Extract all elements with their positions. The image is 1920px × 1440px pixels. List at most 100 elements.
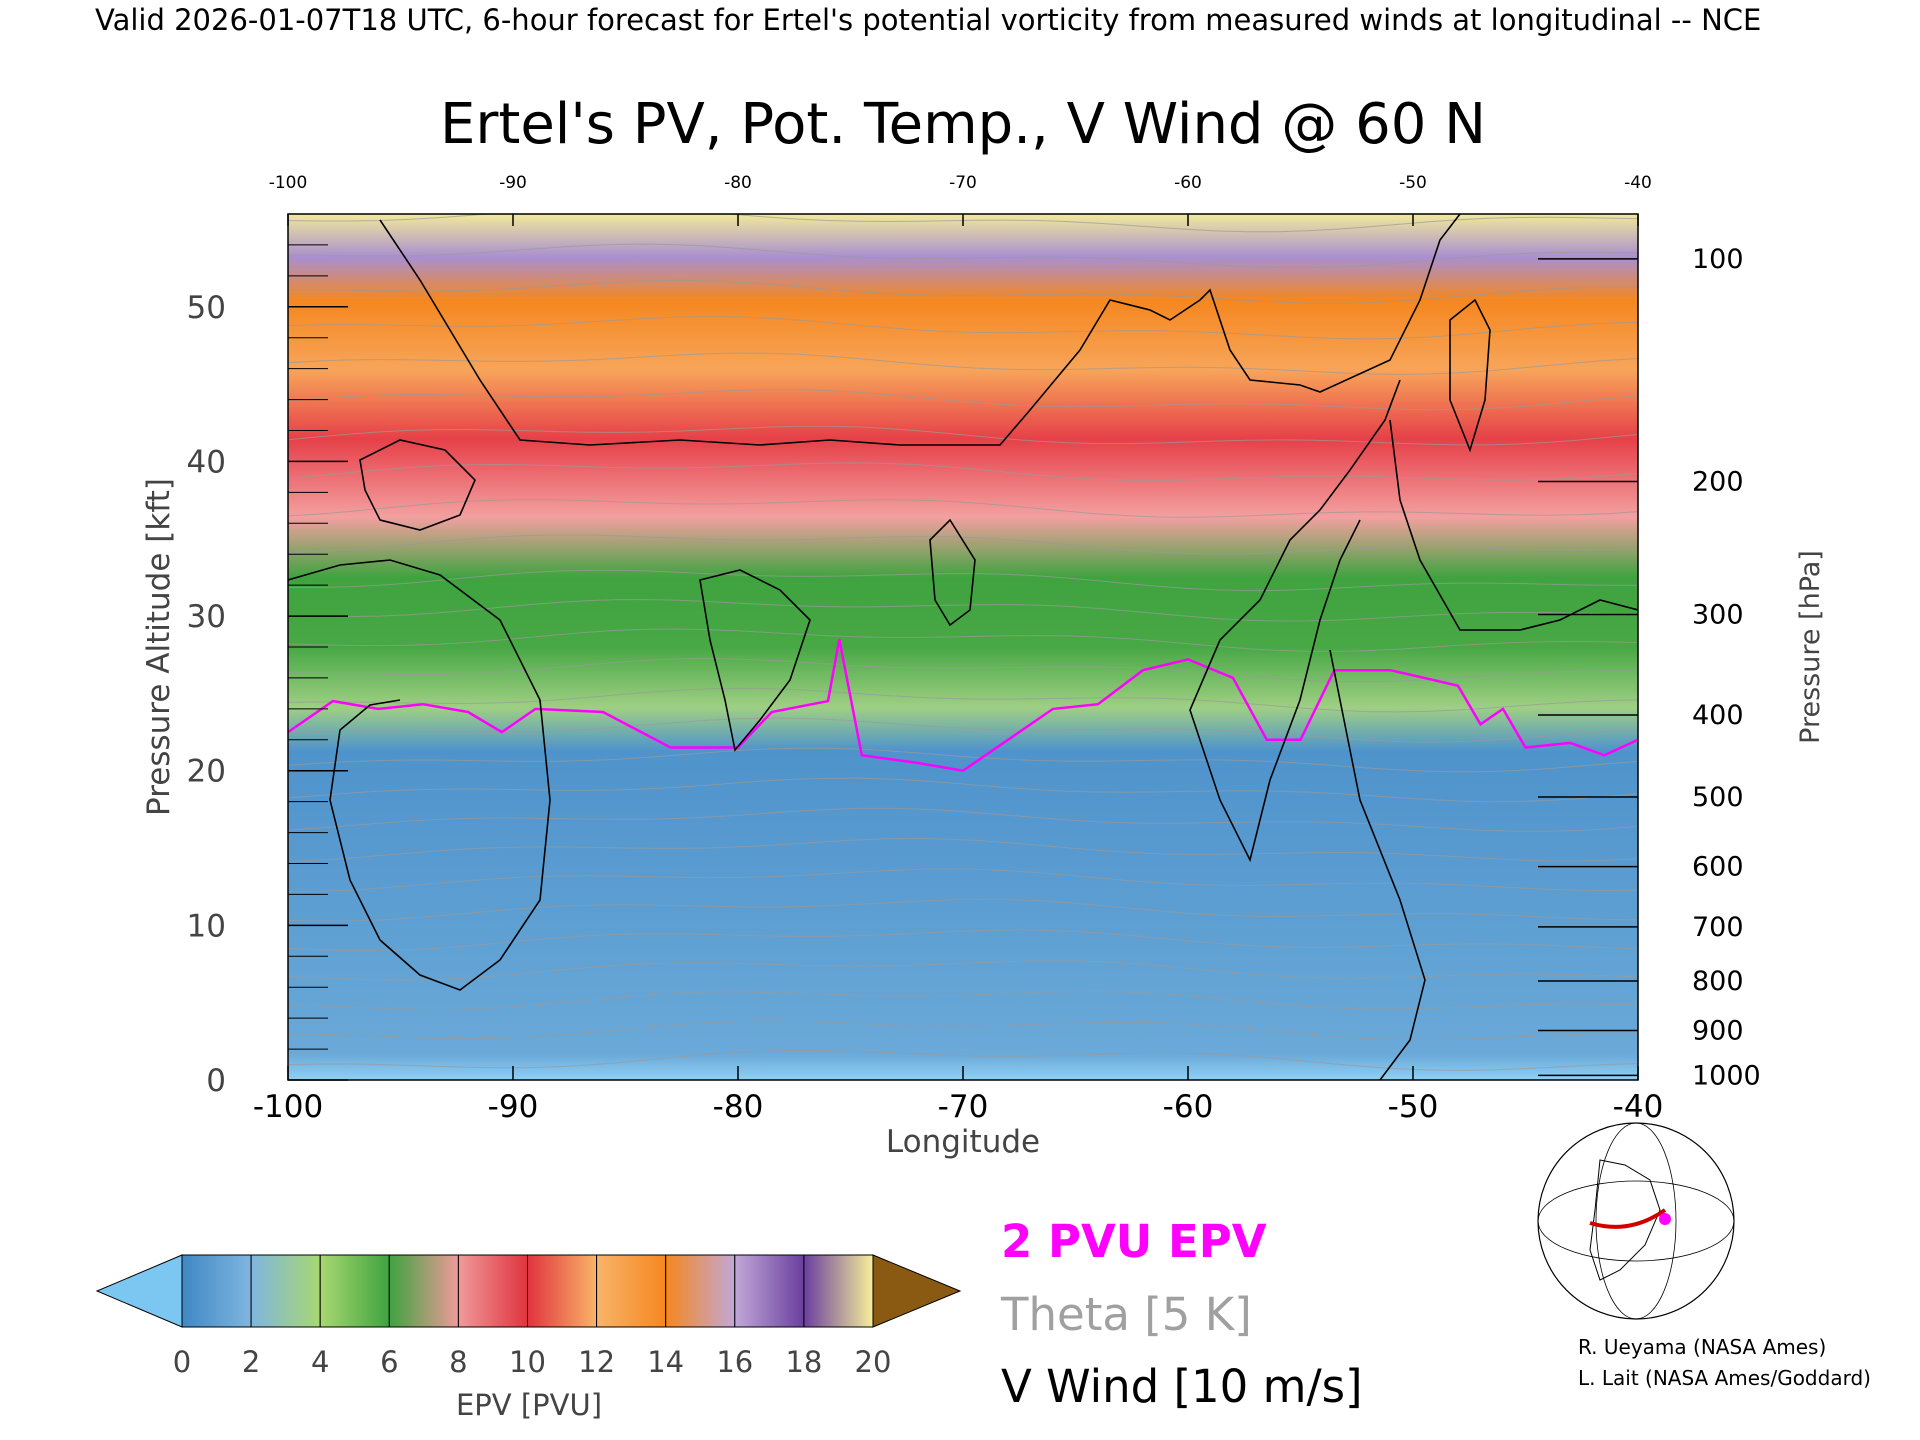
pressure-tick-label: 1000 [1692,1060,1761,1091]
map-section-line [1589,1208,1667,1229]
pressure-tick-label: 600 [1692,852,1744,883]
pressure-tick-label: 200 [1692,467,1744,498]
colorbar-tick-label: 18 [785,1345,822,1379]
theta-contour [288,868,1638,892]
wind-contour [1449,298,1491,453]
x-tick-top-label: -100 [269,173,308,193]
theta-contour [288,599,1638,622]
y-tick-label: 10 [187,908,226,944]
legend-wind: V Wind [10 m/s] [1001,1360,1363,1413]
theta-contour [288,960,1638,981]
colorbar-over [872,1254,962,1328]
y-axis-right: 100 200 300 400 500 600 700 800 900 1000 [1538,244,1761,1091]
x-tick-label: -70 [938,1089,989,1125]
credit-line-2: L. Lait (NASA Ames/Goddard) [1578,1366,1871,1390]
x-tick-top-label: -50 [1399,173,1427,193]
colorbar-segment [250,1254,321,1328]
map-point [1659,1213,1671,1225]
theta-contour [288,316,1638,340]
colorbar-tick-label: 4 [311,1345,329,1379]
theta-contour [288,837,1638,862]
colorbar-tick-label: 12 [578,1345,615,1379]
wind-contour [379,214,1461,446]
theta-contours [288,214,1638,1071]
colorbar-tick-label: 10 [509,1345,546,1379]
colorbar-segment [527,1254,598,1328]
colorbar-segment [734,1254,805,1328]
colorbar: 0 2 4 6 8 10 12 14 16 18 20 [95,1254,962,1379]
x-tick-label: -90 [488,1089,539,1125]
wind-contour [1329,649,1426,1080]
colorbar-label: EPV [PVU] [456,1388,602,1422]
credit-line-1: R. Ueyama (NASA Ames) [1578,1335,1826,1359]
theta-contour [288,777,1638,803]
colorbar-under [95,1254,183,1328]
y-axis-label-right: Pressure [hPa] [1795,550,1826,744]
y-tick-label: 0 [206,1063,226,1099]
colorbar-tick-label: 20 [855,1345,892,1379]
plot-area [288,214,1638,1080]
theta-contour [288,807,1638,832]
theta-contour [288,658,1638,683]
colorbar-segment [665,1254,736,1328]
colorbar-tick-label: 14 [647,1345,684,1379]
colorbar-segment [457,1254,528,1328]
wind-contour [1389,419,1638,631]
theta-contour [288,279,1638,304]
colorbar-segment [803,1254,874,1328]
x-axis-label: Longitude [886,1124,1040,1160]
theta-contour [288,389,1638,411]
x-tick-label: -40 [1613,1089,1664,1125]
colorbar-tick-label: 2 [242,1345,260,1379]
colorbar-segment [181,1254,252,1328]
chart-title: Ertel's PV, Pot. Temp., V Wind @ 60 N [440,92,1486,157]
theta-contour [288,462,1638,482]
x-tick-label: -80 [713,1089,764,1125]
colorbar-tick-label: 8 [449,1345,467,1379]
pressure-tick-label: 300 [1692,600,1744,631]
wind-contour [929,518,976,627]
x-tick-top-label: -90 [499,173,527,193]
theta-contour [288,898,1638,922]
wind-contour [288,559,551,991]
x-tick-top-label: -70 [949,173,977,193]
legend-theta: Theta [5 K] [1000,1288,1252,1341]
pressure-tick-label: 900 [1692,1016,1744,1047]
theta-contour [288,1020,1638,1041]
pv-2pvu-line [288,639,1638,773]
colorbar-segment [319,1254,390,1328]
y-tick-label: 40 [187,444,226,480]
theta-contour [288,717,1638,743]
theta-contour [288,628,1638,652]
theta-contour [288,243,1638,269]
map-grid [1595,1122,1677,1320]
valid-header: Valid 2026-01-07T18 UTC, 6-hour forecast… [95,3,1761,37]
pressure-tick-label: 500 [1692,782,1744,813]
y-axis-label: Pressure Altitude [kft] [141,478,177,816]
locator-map [1537,1122,1735,1320]
wind-contour [1189,379,1401,863]
x-tick-label: -100 [253,1089,323,1125]
theta-contour [288,569,1638,592]
y-axis-left: 0 10 20 30 40 50 [187,244,348,1099]
map-land [1589,1159,1661,1281]
theta-contour [288,499,1638,518]
theta-contour [288,990,1638,1011]
legend-pv: 2 PVU EPV [1001,1215,1267,1268]
x-tick-top-label: -60 [1174,173,1202,193]
wind-contour [699,569,811,752]
colorbar-segment [388,1254,459,1328]
x-tick-label: -60 [1163,1089,1214,1125]
pressure-tick-label: 800 [1692,966,1744,997]
y-tick-label: 50 [187,290,226,326]
theta-contour [288,747,1638,773]
pressure-tick-label: 700 [1692,912,1744,943]
colorbar-tick-label: 0 [173,1345,191,1379]
y-tick-label: 20 [187,754,226,790]
colorbar-tick-label: 16 [716,1345,753,1379]
x-tick-top-label: -40 [1624,173,1652,193]
wind-contour [359,439,476,531]
y-tick-label: 30 [187,599,226,635]
legend: 2 PVU EPV Theta [5 K] V Wind [10 m/s] [1000,1215,1363,1413]
